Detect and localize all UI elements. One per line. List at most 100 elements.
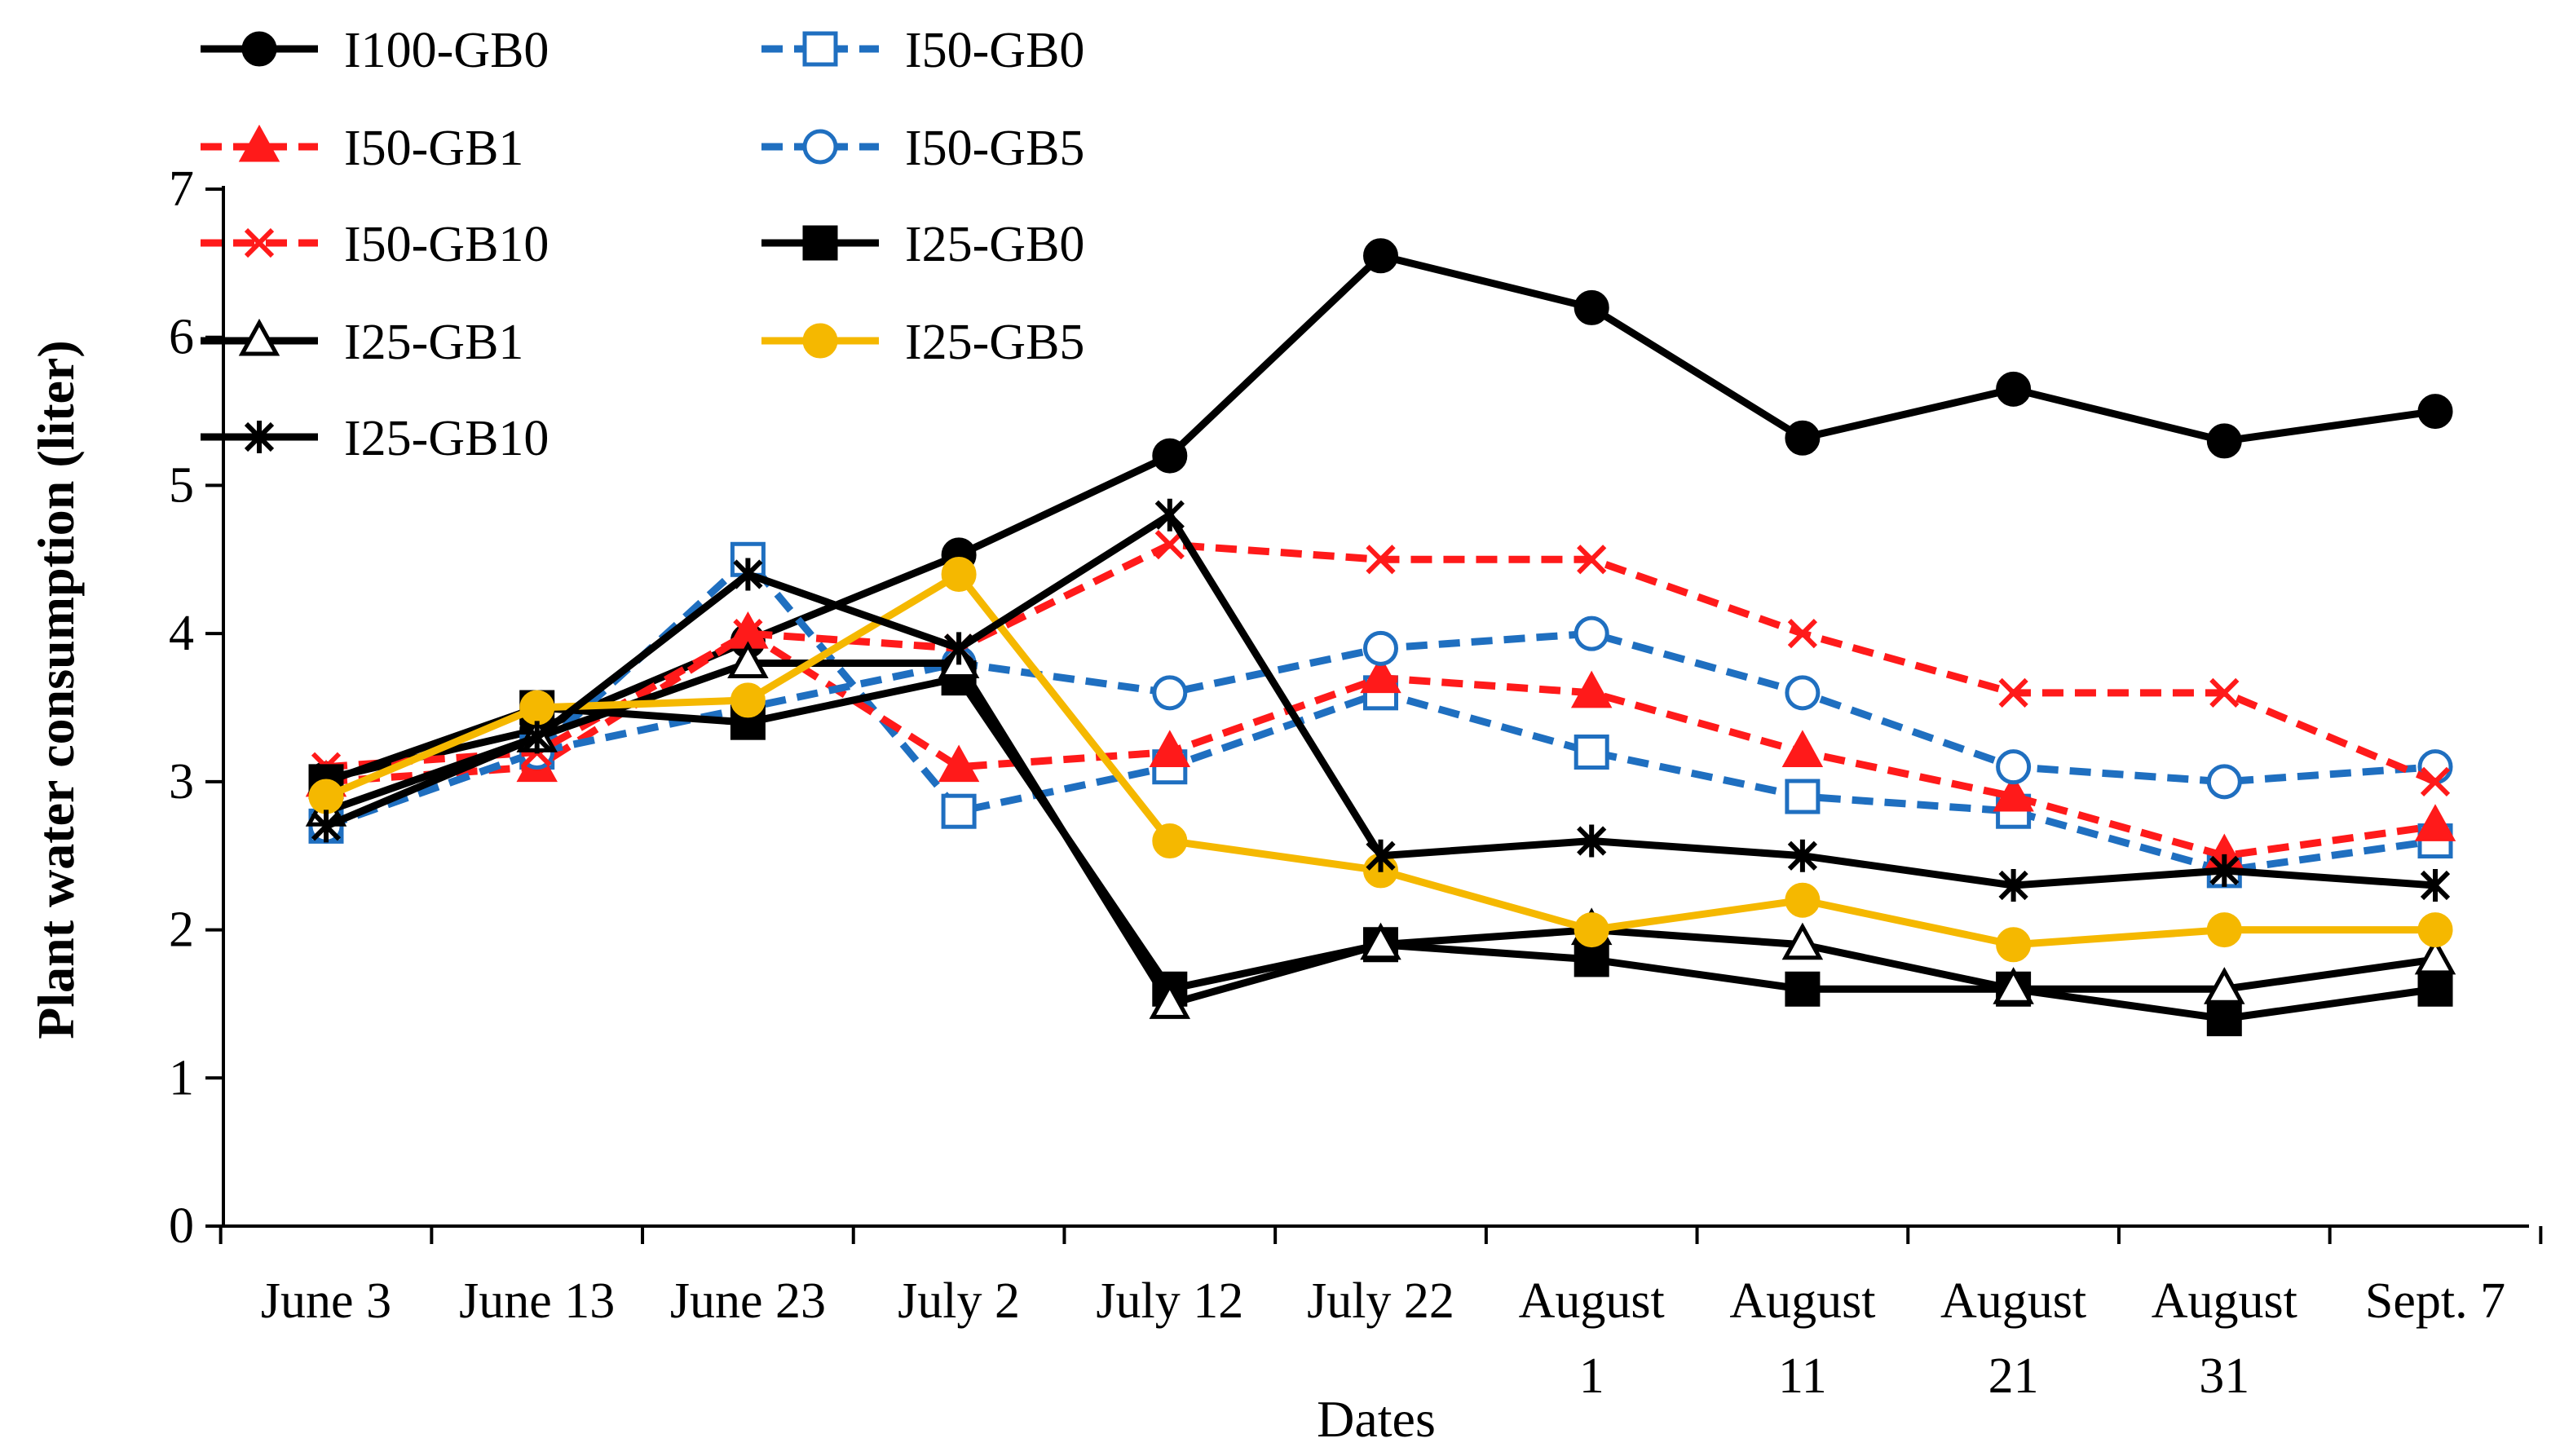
data-point-i50-gb10: [1787, 619, 1818, 649]
y-tick-label: 3: [169, 754, 194, 810]
data-point-i100-gb0: [1152, 438, 1188, 474]
data-point-i50-gb10: [1577, 545, 1607, 575]
data-point-i25-gb10: [522, 721, 552, 754]
x-tick-label: 21: [1988, 1348, 2039, 1404]
data-point-i25-gb10: [1154, 498, 1185, 532]
legend-swatch-marker: [802, 129, 838, 165]
data-point-i100-gb0: [1363, 238, 1398, 274]
data-point-i50-gb10: [733, 619, 763, 649]
y-tick-label: 7: [169, 161, 194, 217]
x-tick-label: August: [1940, 1273, 2086, 1329]
data-point-i25-gb10: [2420, 869, 2451, 902]
y-tick-label: 4: [169, 606, 194, 661]
legend-item-i50-gb10: I50-GB10: [201, 217, 549, 272]
data-point-i25-gb5: [1996, 927, 2032, 963]
data-point-i50-gb0: [1785, 779, 1821, 814]
data-point-i25-gb5: [730, 682, 766, 718]
data-point-i100-gb0: [2206, 423, 2242, 459]
data-point-i100-gb0: [1574, 289, 1609, 325]
legend-item-i100-gb0: I100-GB0: [201, 23, 549, 78]
legend-item-i25-gb10: I25-GB10: [201, 411, 549, 466]
x-axis-title: Dates: [1317, 1390, 1436, 1448]
legend-label: I25-GB10: [344, 411, 549, 466]
data-point-i50-gb10: [1998, 677, 2028, 708]
series-layer: [305, 238, 2456, 1037]
data-point-i25-gb10: [1998, 869, 2028, 902]
legend-label: I50-GB0: [905, 23, 1084, 78]
data-point-i25-gb10: [1577, 824, 1607, 858]
data-point-i25-gb1: [1360, 922, 1401, 960]
data-point-i50-gb0: [1574, 735, 1609, 770]
data-point-i50-gb1: [938, 744, 980, 783]
data-point-i100-gb0: [1785, 420, 1821, 456]
legend-item-i50-gb0: I50-GB0: [761, 23, 1084, 78]
series-i25-gb5: [308, 556, 2453, 963]
data-point-i25-gb1: [727, 641, 769, 678]
data-point-i25-gb0: [1785, 971, 1821, 1007]
data-point-i50-gb1: [1149, 730, 1191, 768]
x-tick-label: Sept. 7: [2365, 1273, 2505, 1329]
legend-label: I25-GB5: [905, 315, 1084, 370]
data-point-i25-gb10: [733, 558, 763, 591]
x-tick-label: August: [2152, 1273, 2297, 1329]
data-point-i50-gb10: [2209, 677, 2240, 708]
legend-label: I25-GB0: [905, 217, 1084, 272]
data-point-i25-gb1: [2204, 967, 2245, 1004]
x-tick-label: July 12: [1096, 1273, 1243, 1329]
data-point-i100-gb0: [1996, 371, 2032, 407]
data-point-i25-gb1: [1993, 967, 2034, 1004]
series-i25-gb10: [311, 498, 2451, 902]
legend-swatch-marker: [802, 323, 838, 359]
x-tick-label: August: [1519, 1273, 1665, 1329]
data-point-i50-gb5: [1996, 749, 2032, 785]
data-point-i25-gb5: [1152, 823, 1188, 859]
x-tick-label: June 13: [459, 1273, 615, 1329]
legend-item-i25-gb0: I25-GB0: [761, 217, 1084, 272]
y-tick-label: 1: [169, 1050, 194, 1105]
data-point-i50-gb5: [1152, 675, 1188, 711]
x-tick-label: July 2: [898, 1273, 1020, 1329]
legend-swatch-marker: [238, 318, 280, 356]
legend-label: I50-GB5: [905, 121, 1084, 176]
data-point-i25-gb5: [1785, 882, 1821, 918]
x-tick-label: July 22: [1307, 1273, 1454, 1329]
data-point-i25-gb5: [2206, 912, 2242, 948]
legend-item-i50-gb5: I50-GB5: [761, 121, 1084, 176]
y-tick-label: 2: [169, 902, 194, 958]
legend-swatch-marker: [238, 124, 280, 162]
legend-label: I25-GB1: [344, 315, 523, 370]
data-point-i50-gb5: [1363, 630, 1398, 666]
legend-label: I100-GB0: [344, 23, 549, 78]
data-point-i50-gb10: [2420, 766, 2451, 796]
data-point-i50-gb1: [1570, 670, 1613, 708]
legend-swatch-marker: [802, 225, 838, 261]
data-point-i50-gb5: [2206, 764, 2242, 800]
y-tick-label: 0: [169, 1198, 194, 1254]
x-tick-label: 1: [1579, 1348, 1604, 1404]
data-point-i50-gb1: [2414, 804, 2456, 841]
data-point-i25-gb10: [1366, 839, 1396, 872]
y-tick-label: 6: [169, 310, 194, 365]
data-point-i25-gb0: [2206, 1001, 2242, 1037]
legend-label: I50-GB10: [344, 217, 549, 272]
legend-swatch-marker: [241, 31, 277, 67]
data-point-i25-gb0: [1574, 942, 1609, 977]
x-tick-label: June 3: [261, 1273, 391, 1329]
data-point-i25-gb5: [308, 779, 344, 814]
data-point-i25-gb5: [1574, 912, 1609, 948]
legend-swatch-marker: [802, 31, 838, 67]
data-point-i100-gb0: [2417, 394, 2453, 430]
axes-layer: 0 1 2 3 4 5 6 7 June 3 June 13 June 23 July 2 July 1…: [169, 161, 2543, 1404]
data-point-i25-gb10: [311, 810, 342, 843]
data-point-i50-gb1: [1993, 774, 2034, 812]
data-point-i25-gb5: [2417, 912, 2453, 948]
data-point-i50-gb5: [1574, 615, 1609, 651]
data-point-i50-gb10: [1366, 545, 1396, 575]
series-i50-gb5: [308, 615, 2453, 844]
legend: I100-GB0 I50-GB0 I50-GB1 I50-GB5 I50-GB10 I25…: [201, 23, 1084, 466]
y-axis-title: Plant water consumption (liter): [27, 340, 85, 1039]
data-point-i25-gb1: [1149, 982, 1191, 1019]
legend-swatch-marker: [244, 227, 275, 258]
legend-item-i25-gb5: I25-GB5: [761, 315, 1084, 370]
